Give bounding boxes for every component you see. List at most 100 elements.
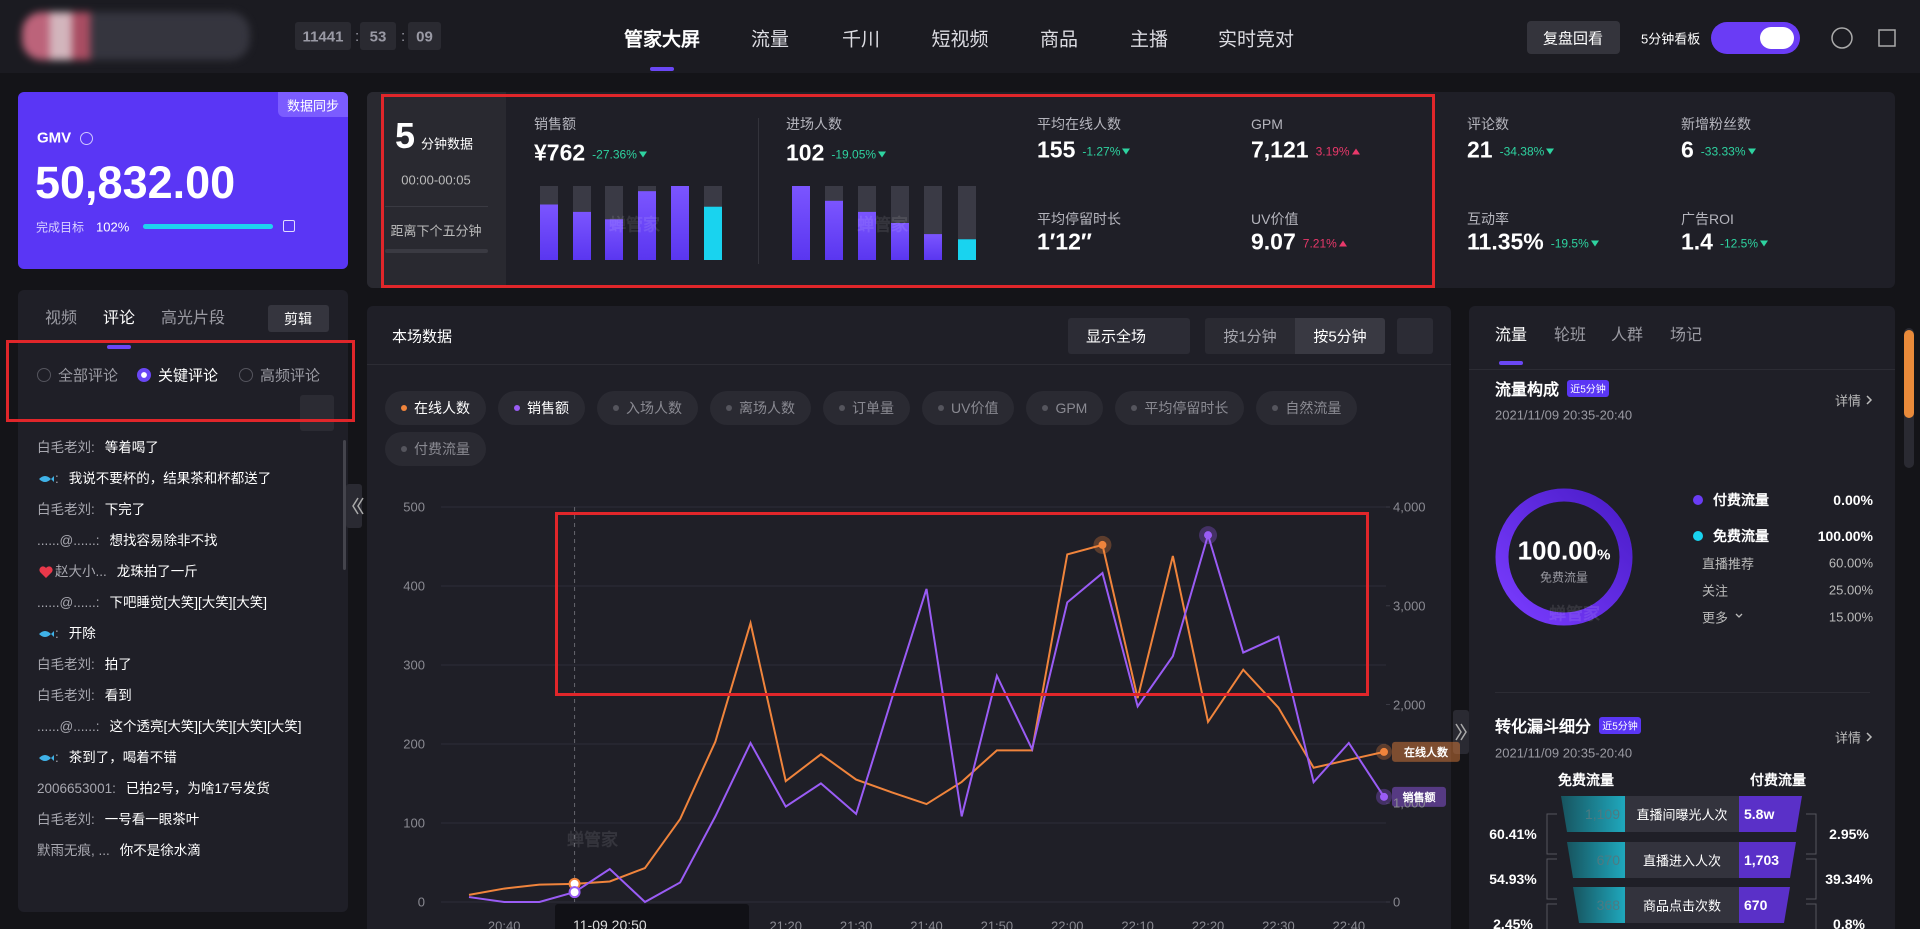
chip-dot — [401, 446, 407, 452]
comment-tab[interactable]: 评论 — [102, 310, 136, 327]
metric-change: -1.27% — [1082, 144, 1121, 159]
traffic-tab[interactable]: 人群 — [1610, 327, 1644, 344]
gmv-label: GMV — [37, 129, 72, 147]
nav-item[interactable]: 千川 — [841, 29, 881, 51]
metric-value: 7,121 — [1251, 136, 1309, 163]
comment-text: 这个透亮[大笑][大笑][大笑][大笑] — [109, 719, 302, 734]
headset-icon[interactable] — [1831, 27, 1853, 49]
filter-radio[interactable] — [37, 368, 51, 382]
comment-tab[interactable]: 高光片段 — [160, 310, 226, 327]
detail-link[interactable]: 详情 — [1834, 393, 1861, 409]
edit-button[interactable] — [268, 305, 329, 332]
comment-name: 白毛老刘: — [37, 502, 95, 517]
metric-chip[interactable]: 离场人数 — [710, 391, 811, 425]
comment-tab[interactable]: 视频 — [44, 310, 78, 327]
comment-name: ......@......: — [37, 595, 100, 610]
metric-chip[interactable]: 入场人数 — [597, 391, 698, 425]
free-rate: 60.41% — [1489, 826, 1537, 842]
metric-chip[interactable]: 平均停留时长 — [1115, 391, 1245, 425]
comment-text: 等着喝了 — [104, 440, 159, 455]
fullscreen-icon[interactable] — [1878, 29, 1896, 47]
toggle-knob — [1760, 27, 1794, 49]
metric-row: 11.35% -19.5% — [1467, 229, 1599, 256]
comment-name: 2006653001: — [37, 781, 116, 796]
range-select[interactable] — [1068, 318, 1190, 354]
nav-item[interactable]: 流量 — [750, 29, 790, 51]
sub-value: 60.00% — [1828, 555, 1873, 571]
collapse-tab[interactable] — [346, 484, 362, 528]
funnel-paid-value: 5.8w — [1744, 806, 1775, 822]
comment-row: 2006653001: 已拍2号，为啥17号发货 — [37, 774, 329, 805]
filter-radio[interactable] — [239, 368, 253, 382]
replay-label[interactable]: 复盘回看 — [1542, 30, 1604, 48]
chip-dot — [1131, 405, 1138, 411]
timer-sep: : — [401, 28, 405, 45]
detail-chevron — [1866, 395, 1873, 405]
scroll-thumb[interactable] — [1904, 330, 1914, 418]
y-tick-label: 500 — [403, 499, 425, 515]
edit-label[interactable]: 剪辑 — [284, 311, 312, 327]
traffic-tab[interactable]: 场记 — [1669, 327, 1703, 344]
tab-underline — [1499, 361, 1523, 365]
filter-label[interactable]: 全部评论 — [58, 367, 119, 385]
replay-button[interactable] — [1527, 21, 1620, 54]
interval-button[interactable] — [1205, 318, 1295, 354]
metric-chip[interactable]: 销售额 — [498, 391, 585, 425]
heart-icon — [39, 566, 53, 578]
comment-row: : 茶到了，喝着不错 — [37, 743, 329, 774]
interval-label[interactable]: 按1分钟 — [1223, 328, 1277, 346]
comment-row: : 开除 — [37, 619, 329, 650]
funnel-step: 直播进入人次 — [1642, 853, 1722, 869]
traffic-tab[interactable]: 流量 — [1494, 327, 1528, 344]
comment-name: ......@......: — [37, 533, 100, 548]
watermark: 蝉管家 — [609, 215, 660, 235]
comment-row: 白毛老刘: 等着喝了 — [37, 433, 329, 464]
chart-title: 本场数据 — [392, 328, 453, 346]
nav-item[interactable]: 管家大屏 — [623, 29, 701, 51]
range-select-label[interactable]: 显示全场 — [1086, 328, 1147, 346]
nav-item[interactable]: 主播 — [1129, 29, 1169, 51]
metric-chip[interactable]: 自然流量 — [1256, 391, 1358, 425]
legend-name: 免费流量 — [1713, 528, 1769, 544]
metric-value: 11.35% — [1467, 228, 1544, 255]
metric-name: 进场人数 — [786, 116, 842, 132]
funnel-header: 免费流量 — [1558, 772, 1614, 788]
comment-name: 白毛老刘: — [37, 688, 95, 703]
chip-label: UV价值 — [951, 400, 999, 416]
filter-label[interactable]: 高频评论 — [260, 367, 321, 385]
filter-radio[interactable] — [137, 368, 151, 382]
metric-chip[interactable]: UV价值 — [922, 391, 1015, 425]
y2-tick-label: 2,000 — [1393, 697, 1426, 712]
funnel-free — [1573, 887, 1625, 923]
gmv-value: 50,832.00 — [35, 157, 236, 208]
filter-label[interactable]: 关键评论 — [158, 367, 219, 385]
filter-settings[interactable] — [300, 395, 334, 431]
metric-chip[interactable]: 订单量 — [823, 391, 910, 425]
detail-link[interactable]: 详情 — [1834, 730, 1861, 746]
interval-button[interactable] — [1295, 318, 1385, 354]
metric-change: -12.5% — [1719, 236, 1759, 251]
nav-item[interactable]: 商品 — [1039, 29, 1079, 51]
nav-item[interactable]: 短视频 — [931, 29, 989, 51]
funnel-paid — [1739, 842, 1796, 878]
free-rate: 54.93% — [1489, 871, 1537, 887]
chart-settings[interactable] — [1397, 318, 1433, 354]
traffic-tab[interactable]: 轮班 — [1553, 327, 1587, 344]
chip-label: 平均停留时长 — [1144, 400, 1229, 416]
interval-label[interactable]: 按5分钟 — [1313, 328, 1367, 346]
metric-chip[interactable]: 在线人数 — [385, 391, 486, 425]
y-tick-label: 400 — [403, 578, 425, 594]
nav-item[interactable]: 实时竞对 — [1217, 29, 1295, 51]
detail-chevron — [1866, 732, 1873, 742]
funnel-step: 商品点击次数 — [1642, 898, 1722, 914]
mini-bar — [704, 206, 722, 260]
rate-bracket — [1806, 903, 1817, 929]
comment-row: ......@......: 这个透亮[大笑][大笑][大笑][大笑] — [37, 712, 329, 743]
chip-label: 销售额 — [527, 400, 569, 416]
chip-dot — [938, 405, 944, 411]
metric-chip[interactable]: GPM — [1026, 391, 1104, 425]
series-line — [468, 531, 1385, 904]
metric-chip[interactable]: 付费流量 — [385, 432, 486, 466]
tab-underline — [107, 345, 131, 349]
chip-dot — [401, 405, 407, 411]
